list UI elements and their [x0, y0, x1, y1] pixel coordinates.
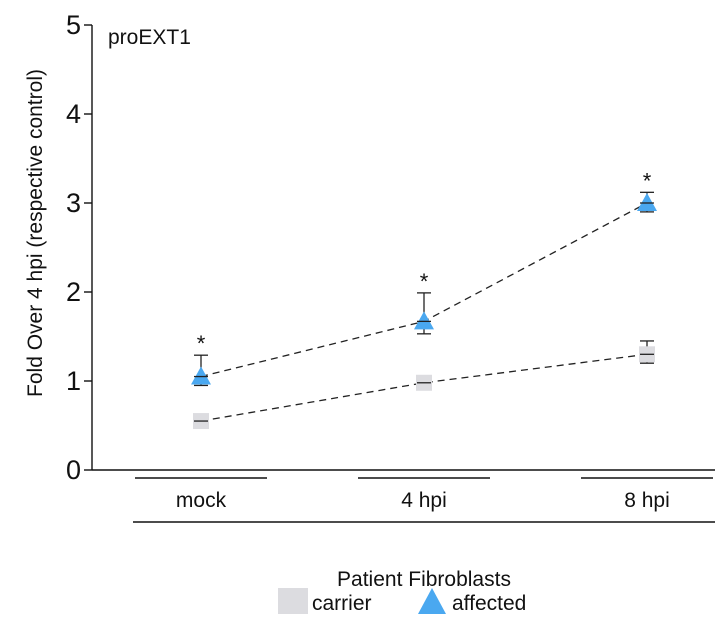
legend-swatch-square [278, 588, 308, 614]
point-affected [637, 193, 657, 211]
error-bars [194, 191, 654, 428]
y-tick-label: 3 [66, 188, 81, 218]
significance-star: * [197, 331, 206, 356]
legend: carrier affected [278, 588, 526, 615]
x-tick-label: mock [176, 489, 227, 512]
y-tick-label: 5 [66, 10, 81, 40]
y-tick-label: 2 [66, 277, 81, 307]
x-axis-label: Patient Fibroblasts [337, 568, 511, 591]
legend-swatch-triangle [418, 588, 446, 614]
significance-markers: * * * [197, 168, 652, 356]
point-affected [191, 366, 211, 385]
data-points [191, 193, 657, 430]
x-categories: mock 4 hpi 8 hpi [135, 477, 713, 512]
panel-label: proEXT1 [108, 26, 191, 49]
significance-star: * [420, 269, 429, 294]
y-tick-label: 0 [66, 455, 81, 485]
axes [91, 25, 715, 471]
y-tick-label: 1 [66, 366, 81, 396]
y-tick-label: 4 [66, 99, 81, 129]
x-tick-label: 8 hpi [624, 489, 670, 512]
legend-label: affected [452, 592, 526, 615]
significance-star: * [643, 168, 652, 193]
x-tick-label: 4 hpi [401, 489, 447, 512]
legend-item-carrier: carrier [278, 588, 372, 615]
legend-label: carrier [312, 592, 372, 615]
y-axis-label: Fold Over 4 hpi (respective control) [24, 69, 47, 397]
point-affected [414, 311, 434, 330]
y-ticks: 0 1 2 3 4 5 [66, 10, 92, 485]
legend-item-affected: affected [418, 588, 526, 615]
trend-line-carrier [200, 353, 648, 422]
